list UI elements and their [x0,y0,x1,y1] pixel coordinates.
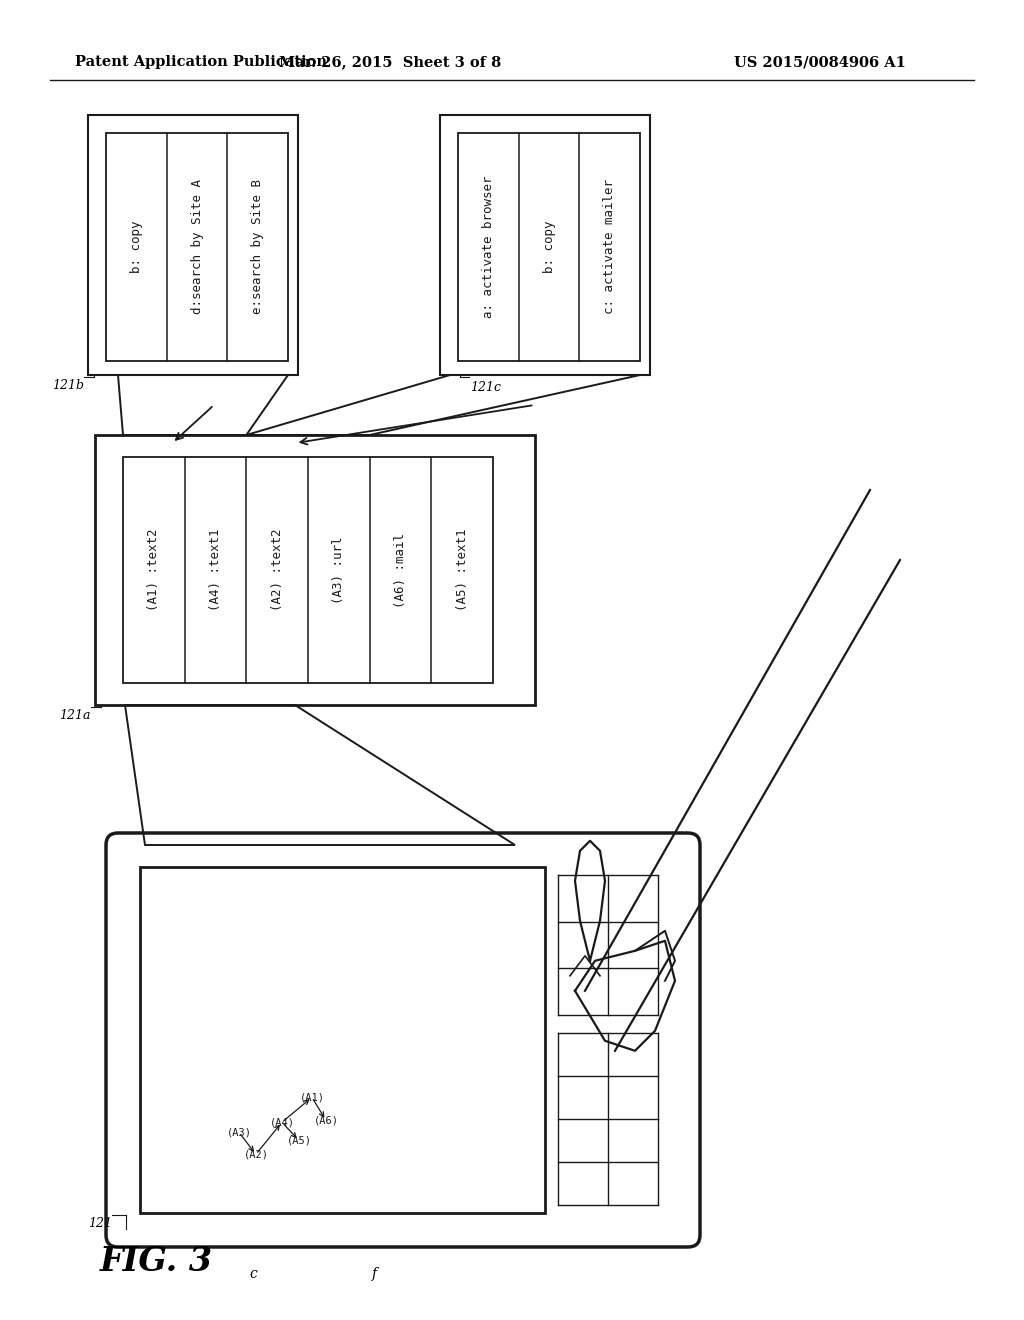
Text: US 2015/0084906 A1: US 2015/0084906 A1 [734,55,906,69]
Text: c: activate mailer: c: activate mailer [603,180,616,314]
Bar [123,457,493,682]
Bar [458,133,640,360]
Text: (A6) :mail: (A6) :mail [394,532,407,607]
Text: 121c: 121c [470,381,501,393]
Text: f: f [373,1267,378,1280]
Bar [106,133,288,360]
Text: 121b: 121b [52,379,84,392]
Bar [140,867,545,1213]
Text: (A6): (A6) [313,1115,338,1125]
Text: (A1): (A1) [299,1092,325,1102]
Text: e:search by Site B: e:search by Site B [251,180,264,314]
Text: Mar. 26, 2015  Sheet 3 of 8: Mar. 26, 2015 Sheet 3 of 8 [279,55,501,69]
Text: (A1) :text2: (A1) :text2 [147,529,161,611]
Text: (A3): (A3) [226,1127,252,1138]
Text: (A4): (A4) [269,1117,295,1127]
Text: d:search by Site A: d:search by Site A [190,180,204,314]
Text: (A2) :text2: (A2) :text2 [270,529,284,611]
Text: c: c [250,1267,257,1280]
Text: b: copy: b: copy [543,220,555,273]
Bar [88,115,298,375]
Bar [95,436,535,705]
Text: FIG. 3: FIG. 3 [100,1245,213,1278]
Text: (A3) :url: (A3) :url [333,536,345,603]
Text: 121: 121 [88,1217,112,1230]
Text: (A2): (A2) [244,1150,268,1159]
Text: Patent Application Publication: Patent Application Publication [75,55,327,69]
Bar [440,115,650,375]
Text: (A4) :text1: (A4) :text1 [209,529,222,611]
Text: 121a: 121a [59,709,91,722]
Text: (A5) :text1: (A5) :text1 [456,529,469,611]
Text: b: copy: b: copy [130,220,142,273]
Text: a: activate browser: a: activate browser [482,176,495,318]
Text: (A5): (A5) [287,1135,311,1146]
